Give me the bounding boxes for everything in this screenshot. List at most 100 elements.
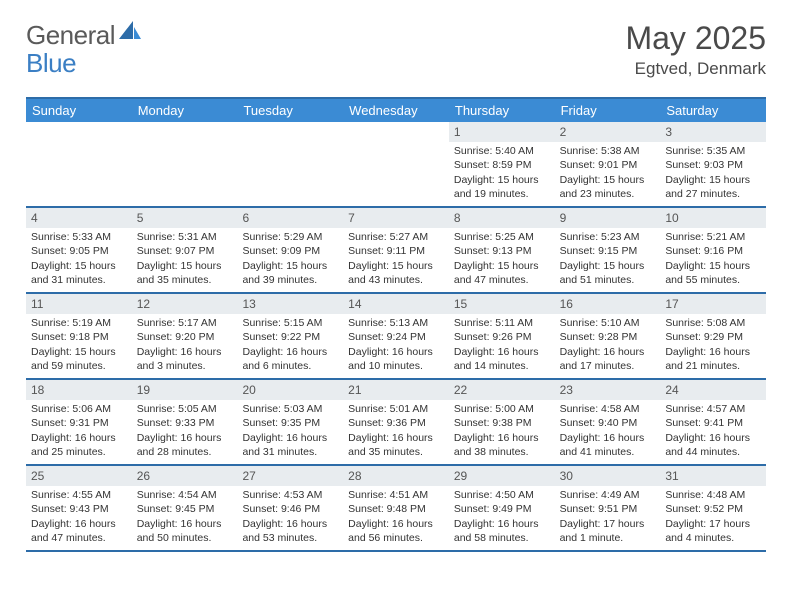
day-details: Sunrise: 4:50 AMSunset: 9:49 PMDaylight:… xyxy=(449,486,555,549)
daylight-text: Daylight: 15 hours and 51 minutes. xyxy=(560,259,656,287)
day-details: Sunrise: 5:11 AMSunset: 9:26 PMDaylight:… xyxy=(449,314,555,377)
day-number: 26 xyxy=(132,466,238,486)
day-details: Sunrise: 5:25 AMSunset: 9:13 PMDaylight:… xyxy=(449,228,555,291)
empty-cell xyxy=(237,122,343,206)
daylight-text: Daylight: 16 hours and 10 minutes. xyxy=(348,345,444,373)
daylight-text: Daylight: 15 hours and 55 minutes. xyxy=(665,259,761,287)
day-number: 28 xyxy=(343,466,449,486)
day-cell: 26Sunrise: 4:54 AMSunset: 9:45 PMDayligh… xyxy=(132,466,238,550)
day-number: 22 xyxy=(449,380,555,400)
day-details: Sunrise: 5:29 AMSunset: 9:09 PMDaylight:… xyxy=(237,228,343,291)
sunset-text: Sunset: 9:05 PM xyxy=(31,244,127,258)
sunset-text: Sunset: 9:46 PM xyxy=(242,502,338,516)
logo-text-general: General xyxy=(26,20,115,51)
day-details: Sunrise: 4:53 AMSunset: 9:46 PMDaylight:… xyxy=(237,486,343,549)
day-details: Sunrise: 5:13 AMSunset: 9:24 PMDaylight:… xyxy=(343,314,449,377)
logo-text-blue: Blue xyxy=(26,48,76,78)
day-cell: 16Sunrise: 5:10 AMSunset: 9:28 PMDayligh… xyxy=(555,294,661,378)
logo: General xyxy=(26,20,143,51)
day-cell: 18Sunrise: 5:06 AMSunset: 9:31 PMDayligh… xyxy=(26,380,132,464)
sunset-text: Sunset: 9:49 PM xyxy=(454,502,550,516)
day-number: 17 xyxy=(660,294,766,314)
sunrise-text: Sunrise: 5:27 AM xyxy=(348,230,444,244)
sunrise-text: Sunrise: 5:17 AM xyxy=(137,316,233,330)
daylight-text: Daylight: 16 hours and 41 minutes. xyxy=(560,431,656,459)
day-details: Sunrise: 4:54 AMSunset: 9:45 PMDaylight:… xyxy=(132,486,238,549)
sunset-text: Sunset: 9:07 PM xyxy=(137,244,233,258)
day-header: Friday xyxy=(555,99,661,122)
day-cell: 11Sunrise: 5:19 AMSunset: 9:18 PMDayligh… xyxy=(26,294,132,378)
sunset-text: Sunset: 9:38 PM xyxy=(454,416,550,430)
daylight-text: Daylight: 16 hours and 47 minutes. xyxy=(31,517,127,545)
sunset-text: Sunset: 9:20 PM xyxy=(137,330,233,344)
sunset-text: Sunset: 9:41 PM xyxy=(665,416,761,430)
day-number: 3 xyxy=(660,122,766,142)
sunrise-text: Sunrise: 5:15 AM xyxy=(242,316,338,330)
daylight-text: Daylight: 16 hours and 14 minutes. xyxy=(454,345,550,373)
day-details: Sunrise: 5:00 AMSunset: 9:38 PMDaylight:… xyxy=(449,400,555,463)
sunset-text: Sunset: 9:43 PM xyxy=(31,502,127,516)
day-details: Sunrise: 5:40 AMSunset: 8:59 PMDaylight:… xyxy=(449,142,555,205)
sunset-text: Sunset: 9:48 PM xyxy=(348,502,444,516)
day-number: 5 xyxy=(132,208,238,228)
empty-cell xyxy=(132,122,238,206)
day-cell: 7Sunrise: 5:27 AMSunset: 9:11 PMDaylight… xyxy=(343,208,449,292)
sunrise-text: Sunrise: 5:00 AM xyxy=(454,402,550,416)
daylight-text: Daylight: 16 hours and 6 minutes. xyxy=(242,345,338,373)
day-cell: 19Sunrise: 5:05 AMSunset: 9:33 PMDayligh… xyxy=(132,380,238,464)
day-cell: 28Sunrise: 4:51 AMSunset: 9:48 PMDayligh… xyxy=(343,466,449,550)
day-number: 30 xyxy=(555,466,661,486)
day-details: Sunrise: 5:35 AMSunset: 9:03 PMDaylight:… xyxy=(660,142,766,205)
daylight-text: Daylight: 16 hours and 58 minutes. xyxy=(454,517,550,545)
day-details: Sunrise: 4:51 AMSunset: 9:48 PMDaylight:… xyxy=(343,486,449,549)
sunset-text: Sunset: 9:36 PM xyxy=(348,416,444,430)
day-cell: 6Sunrise: 5:29 AMSunset: 9:09 PMDaylight… xyxy=(237,208,343,292)
day-number: 10 xyxy=(660,208,766,228)
calendar: SundayMondayTuesdayWednesdayThursdayFrid… xyxy=(26,97,766,552)
day-details: Sunrise: 5:17 AMSunset: 9:20 PMDaylight:… xyxy=(132,314,238,377)
sunrise-text: Sunrise: 4:57 AM xyxy=(665,402,761,416)
day-cell: 1Sunrise: 5:40 AMSunset: 8:59 PMDaylight… xyxy=(449,122,555,206)
day-cell: 22Sunrise: 5:00 AMSunset: 9:38 PMDayligh… xyxy=(449,380,555,464)
week-row: 25Sunrise: 4:55 AMSunset: 9:43 PMDayligh… xyxy=(26,466,766,552)
day-cell: 31Sunrise: 4:48 AMSunset: 9:52 PMDayligh… xyxy=(660,466,766,550)
day-number: 27 xyxy=(237,466,343,486)
day-cell: 20Sunrise: 5:03 AMSunset: 9:35 PMDayligh… xyxy=(237,380,343,464)
daylight-text: Daylight: 15 hours and 47 minutes. xyxy=(454,259,550,287)
daylight-text: Daylight: 16 hours and 38 minutes. xyxy=(454,431,550,459)
daylight-text: Daylight: 15 hours and 19 minutes. xyxy=(454,173,550,201)
day-number: 7 xyxy=(343,208,449,228)
week-row: 4Sunrise: 5:33 AMSunset: 9:05 PMDaylight… xyxy=(26,208,766,294)
sunset-text: Sunset: 9:01 PM xyxy=(560,158,656,172)
day-details: Sunrise: 5:10 AMSunset: 9:28 PMDaylight:… xyxy=(555,314,661,377)
daylight-text: Daylight: 16 hours and 53 minutes. xyxy=(242,517,338,545)
empty-cell xyxy=(26,122,132,206)
sunrise-text: Sunrise: 5:19 AM xyxy=(31,316,127,330)
sunset-text: Sunset: 9:15 PM xyxy=(560,244,656,258)
sunset-text: Sunset: 9:31 PM xyxy=(31,416,127,430)
day-details: Sunrise: 4:55 AMSunset: 9:43 PMDaylight:… xyxy=(26,486,132,549)
sunrise-text: Sunrise: 5:10 AM xyxy=(560,316,656,330)
day-cell: 15Sunrise: 5:11 AMSunset: 9:26 PMDayligh… xyxy=(449,294,555,378)
daylight-text: Daylight: 15 hours and 23 minutes. xyxy=(560,173,656,201)
day-cell: 25Sunrise: 4:55 AMSunset: 9:43 PMDayligh… xyxy=(26,466,132,550)
day-cell: 21Sunrise: 5:01 AMSunset: 9:36 PMDayligh… xyxy=(343,380,449,464)
day-cell: 14Sunrise: 5:13 AMSunset: 9:24 PMDayligh… xyxy=(343,294,449,378)
daylight-text: Daylight: 16 hours and 56 minutes. xyxy=(348,517,444,545)
day-number: 29 xyxy=(449,466,555,486)
day-number: 14 xyxy=(343,294,449,314)
day-number: 1 xyxy=(449,122,555,142)
day-number: 2 xyxy=(555,122,661,142)
day-number: 18 xyxy=(26,380,132,400)
sunrise-text: Sunrise: 4:54 AM xyxy=(137,488,233,502)
day-number: 23 xyxy=(555,380,661,400)
day-details: Sunrise: 5:31 AMSunset: 9:07 PMDaylight:… xyxy=(132,228,238,291)
sunrise-text: Sunrise: 5:01 AM xyxy=(348,402,444,416)
daylight-text: Daylight: 16 hours and 31 minutes. xyxy=(242,431,338,459)
day-number: 9 xyxy=(555,208,661,228)
header: General May 2025 Egtved, Denmark xyxy=(26,20,766,79)
sunrise-text: Sunrise: 5:11 AM xyxy=(454,316,550,330)
sunrise-text: Sunrise: 5:31 AM xyxy=(137,230,233,244)
location: Egtved, Denmark xyxy=(625,59,766,79)
day-header-row: SundayMondayTuesdayWednesdayThursdayFrid… xyxy=(26,99,766,122)
